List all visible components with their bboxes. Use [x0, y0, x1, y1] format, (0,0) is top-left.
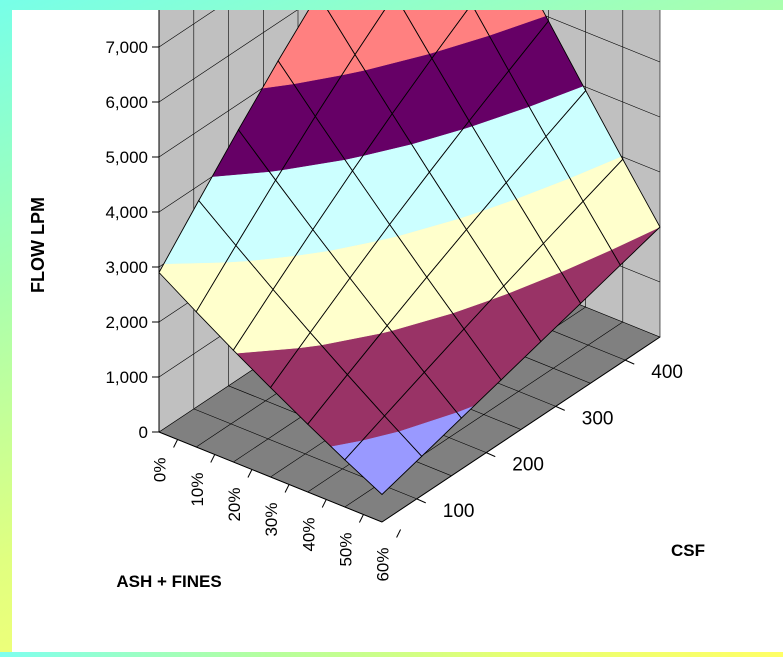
y-axis-title: CSF [671, 541, 705, 560]
x-tick-label: 50% [336, 533, 355, 567]
x-tick [284, 484, 290, 493]
chart-labels: 01,0002,0003,0004,0005,0006,0007,0008,00… [28, 0, 705, 591]
z-tick-label: 6,000 [105, 93, 148, 112]
z-tick-label: 1,000 [105, 368, 148, 387]
chart-axes [152, 0, 661, 538]
x-tick-label: 0% [151, 458, 170, 483]
z-tick-label: 2,000 [105, 313, 148, 332]
x-tick-label: 10% [188, 473, 207, 507]
chart-surface [158, 0, 661, 496]
chart-panel: 01,0002,0003,0004,0005,0006,0007,0008,00… [12, 0, 783, 652]
y-tick [555, 405, 565, 411]
surface-chart: 01,0002,0003,0004,0005,0006,0007,0008,00… [28, 0, 705, 591]
x-axis-line [158, 431, 383, 523]
y-tick-label: 200 [512, 455, 544, 476]
z-tick-label: 7,000 [105, 38, 148, 57]
z-gridline [158, 0, 661, 103]
x-tick-label: 40% [299, 518, 318, 552]
x-axis-title: ASH + FINES [116, 572, 221, 591]
z-tick-label: 3,000 [105, 258, 148, 277]
x-tick-label: 30% [262, 503, 281, 537]
y-tick [416, 498, 426, 504]
x-tick [210, 454, 216, 463]
surface-cell-outline [344, 415, 423, 496]
x-tick-label: 60% [374, 548, 393, 582]
z-axis-title: FLOW LPM [28, 197, 48, 293]
x-tick [247, 469, 253, 478]
y-axis-line [381, 336, 661, 523]
z-tick-label: 4,000 [105, 203, 148, 222]
y-tick-label: 100 [443, 501, 475, 522]
x-tick [396, 529, 402, 538]
x-tick-label: 20% [225, 488, 244, 522]
x-tick [358, 514, 364, 523]
y-tick [486, 452, 496, 458]
x-tick [321, 499, 327, 508]
x-tick [173, 439, 179, 448]
z-tick-label: 5,000 [105, 148, 148, 167]
y-tick [625, 359, 635, 365]
z-tick-label: 0 [139, 423, 148, 442]
y-tick-label: 300 [582, 408, 614, 429]
y-tick-label: 400 [651, 362, 683, 383]
